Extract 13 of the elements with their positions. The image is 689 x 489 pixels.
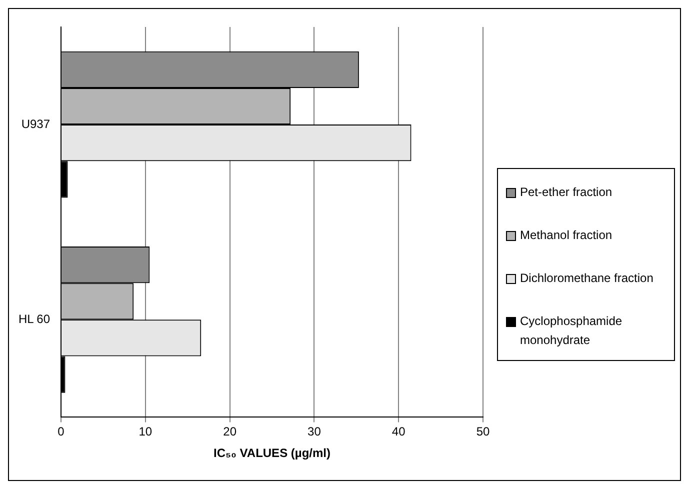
x-tick-label: 0 <box>58 424 65 439</box>
x-tick-label: 50 <box>476 424 490 439</box>
legend-label: Cyclophosphamide monohydrate <box>520 313 624 349</box>
x-tick-label: 10 <box>138 424 152 439</box>
legend-label: Dichloromethane fraction <box>520 270 654 287</box>
x-tick-label: 20 <box>223 424 237 439</box>
x-axis-title: IC₅₀ VALUES (µg/ml) <box>214 446 330 460</box>
x-tick-label: 30 <box>308 424 322 439</box>
legend-label: Pet-ether fraction <box>520 184 612 201</box>
y-tick-label: HL 60 <box>18 312 50 326</box>
x-tick-label: 40 <box>392 424 406 439</box>
y-tick-label: U937 <box>21 116 50 131</box>
legend-label: Methanol fraction <box>520 227 612 244</box>
